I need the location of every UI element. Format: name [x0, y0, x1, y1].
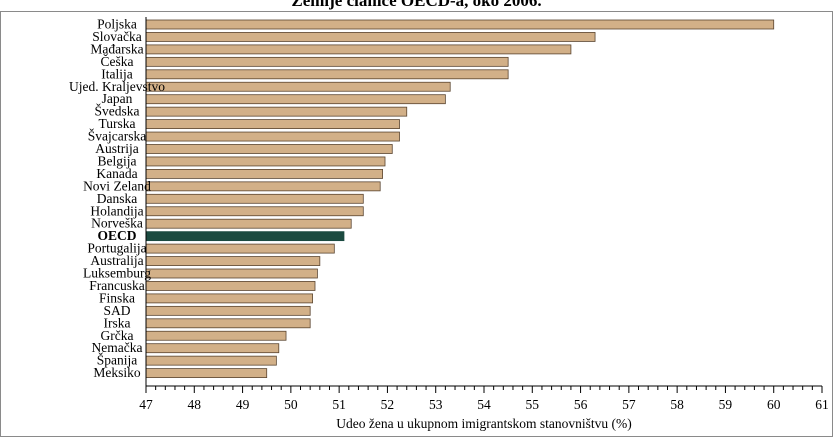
bar-6 — [145, 94, 446, 105]
tick-label-8: 55 — [526, 397, 540, 412]
bar-21 — [145, 281, 316, 291]
bar-23 — [145, 305, 311, 316]
category-label-27: Španija — [97, 353, 138, 368]
bar-24 — [145, 318, 311, 329]
chart-title: Zemlje članice OECD-a, oko 2006. — [291, 0, 542, 10]
bar-13 — [145, 181, 381, 192]
bar-16 — [145, 218, 352, 229]
tick-label-3: 50 — [284, 397, 298, 412]
bar-10 — [145, 144, 393, 154]
category-label-14: Danska — [97, 191, 138, 206]
tick-label-0: 47 — [139, 397, 153, 412]
bar-27 — [145, 355, 277, 366]
category-label-15: Holandija — [90, 203, 143, 218]
category-label-6: Japan — [102, 91, 133, 106]
category-label-5: Ujed. Kraljevstvo — [69, 79, 165, 94]
category-label-20: Luksemburg — [83, 266, 151, 281]
category-labels: PoljskaSlovačkaMađarskaČeškaItalijaUjed.… — [69, 17, 165, 381]
bar-2 — [145, 44, 572, 55]
category-label-28: Meksiko — [93, 365, 141, 380]
tick-label-7: 54 — [477, 397, 491, 412]
category-label-10: Austrija — [95, 141, 139, 156]
category-label-18: Portugalija — [87, 241, 146, 256]
category-label-4: Italija — [101, 66, 132, 81]
tick-label-6: 53 — [429, 397, 443, 412]
bar-1 — [145, 32, 596, 42]
category-label-12: Kanada — [96, 166, 137, 181]
bar-17 — [145, 231, 345, 242]
x-axis: 47 48 49 50 51 52 53 54 55 56 57 58 59 60 61 — [139, 17, 829, 412]
bar-18 — [145, 243, 335, 254]
bar-chart: PoljskaSlovačkaMađarskaČeškaItalijaUjed.… — [0, 11, 833, 437]
bar-20 — [145, 268, 318, 279]
category-label-7: Švedska — [95, 104, 140, 119]
bar-8 — [145, 119, 400, 129]
tick-label-11: 58 — [670, 397, 684, 412]
bar-26 — [145, 343, 280, 354]
chart-frame: Poljska Slovačka Mađarska Češka Italija Ujed.… — [0, 11, 833, 437]
category-label-26: Nemačka — [92, 340, 143, 355]
tick-label-14: 61 — [815, 397, 829, 412]
tick-label-2: 49 — [236, 397, 250, 412]
bar-11 — [145, 156, 386, 167]
category-label-24: Irska — [104, 315, 131, 330]
bar-12 — [145, 168, 384, 179]
category-label-21: Francuska — [89, 278, 144, 293]
category-label-13: Novi Zeland — [83, 178, 151, 193]
bar-7 — [145, 106, 408, 117]
bar-0 — [145, 19, 775, 30]
category-label-22: Finska — [99, 290, 135, 305]
tick-label-12: 59 — [719, 397, 733, 412]
category-label-8: Turska — [98, 116, 135, 131]
category-label-11: Belgija — [98, 153, 137, 168]
category-label-17: OECD — [97, 228, 136, 243]
bar-4 — [145, 69, 509, 80]
tick-label-5: 52 — [381, 397, 395, 412]
bar-group — [145, 19, 775, 379]
category-label-0: Poljska — [97, 17, 137, 32]
tick-label-10: 57 — [622, 397, 636, 412]
bar-25 — [145, 330, 287, 341]
category-label-23: SAD — [103, 303, 130, 318]
bar-19 — [145, 256, 321, 266]
bar-3 — [145, 56, 509, 67]
category-label-25: Grčka — [101, 328, 134, 343]
tick-label-9: 56 — [574, 397, 588, 412]
category-label-19: Australija — [90, 253, 143, 268]
bar-15 — [145, 206, 364, 217]
bar-22 — [145, 293, 313, 304]
category-label-9: Švajcarska — [88, 129, 146, 144]
tick-label-4: 51 — [332, 397, 346, 412]
tick-label-13: 60 — [767, 397, 781, 412]
bar-5 — [145, 81, 451, 92]
bar-14 — [145, 193, 364, 204]
category-label-1: Slovačka — [92, 29, 142, 44]
bar-9 — [145, 131, 400, 142]
tick-label-1: 48 — [188, 397, 202, 412]
category-label-3: Češka — [101, 54, 134, 69]
category-label-2: Mađarska — [90, 41, 143, 56]
bar-28 — [145, 368, 268, 379]
x-axis-title: Udeo žena u ukupnom imigrantskom stanovn… — [336, 416, 631, 431]
category-label-16: Norveška — [91, 216, 143, 231]
